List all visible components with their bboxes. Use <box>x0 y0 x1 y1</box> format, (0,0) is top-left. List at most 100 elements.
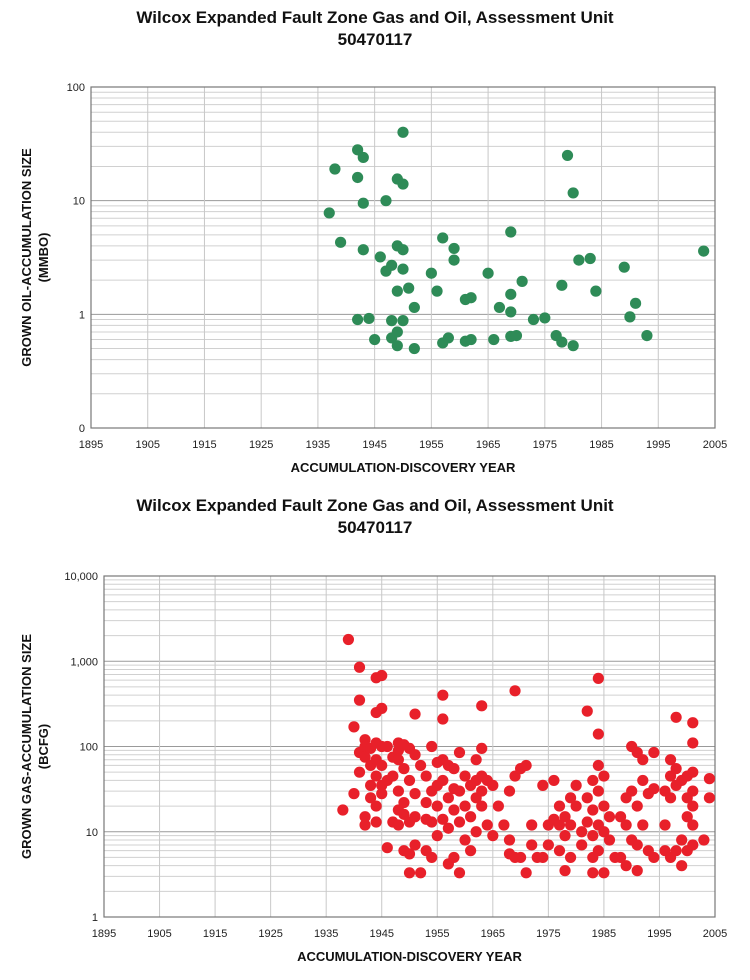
data-point <box>398 763 410 775</box>
data-point <box>603 811 616 823</box>
data-point <box>603 834 616 846</box>
data-point <box>698 834 710 846</box>
data-point <box>353 766 366 778</box>
data-point <box>459 800 471 812</box>
data-point <box>386 259 398 271</box>
data-point <box>342 633 354 646</box>
data-point <box>598 770 610 782</box>
y-tick-label: 100 <box>80 742 98 754</box>
data-point <box>648 746 660 759</box>
data-point <box>380 195 392 207</box>
data-point <box>637 754 649 766</box>
data-point <box>637 774 649 787</box>
data-point <box>659 819 671 831</box>
y-tick-label: 1,000 <box>70 656 98 668</box>
data-point <box>370 800 382 812</box>
data-point <box>514 851 527 864</box>
data-point <box>614 851 627 864</box>
data-point <box>618 261 630 273</box>
data-point <box>703 773 716 785</box>
data-point <box>369 333 381 346</box>
data-point <box>570 779 582 791</box>
data-point <box>448 763 460 775</box>
data-point <box>420 770 432 782</box>
data-point <box>527 313 540 326</box>
data-points <box>323 126 710 355</box>
data-point <box>556 279 568 291</box>
plot-area <box>90 86 716 429</box>
data-point <box>398 796 410 809</box>
data-point <box>391 340 403 352</box>
data-point <box>359 811 371 823</box>
data-point <box>337 804 349 816</box>
x-tick-label: 1945 <box>362 439 386 451</box>
data-point <box>352 171 364 184</box>
data-point <box>487 830 499 842</box>
data-point <box>488 333 500 346</box>
data-point <box>453 867 466 879</box>
data-point <box>537 779 549 791</box>
data-point <box>453 816 466 828</box>
data-point <box>426 740 438 753</box>
x-tick-label: 1895 <box>92 928 116 940</box>
y-axis-label-line2: (BCFG) <box>36 724 51 770</box>
x-tick-label: 1925 <box>249 439 273 451</box>
data-point <box>353 694 366 706</box>
chart1-title-line2: 50470117 <box>337 30 413 49</box>
data-point <box>567 187 579 199</box>
x-tick-label: 1955 <box>425 928 449 940</box>
data-point <box>397 178 409 190</box>
data-point <box>561 149 574 162</box>
data-point <box>505 306 517 318</box>
x-tick-label: 2005 <box>703 928 727 940</box>
data-point <box>376 759 388 772</box>
data-point <box>553 819 566 831</box>
y-tick-label: 100 <box>67 82 85 94</box>
x-tick-label: 1895 <box>79 439 103 451</box>
data-point <box>509 685 521 697</box>
data-point <box>676 860 688 872</box>
data-point <box>409 788 421 800</box>
data-point <box>564 851 577 864</box>
data-point <box>598 826 610 838</box>
data-point <box>626 785 638 797</box>
data-point <box>465 333 477 346</box>
data-point <box>537 851 549 864</box>
data-point <box>365 779 377 791</box>
data-point <box>465 811 477 823</box>
x-tick-label: 1995 <box>647 928 671 940</box>
data-point <box>581 792 593 804</box>
data-point <box>664 792 677 804</box>
data-point <box>370 816 382 828</box>
x-tick-label: 1915 <box>192 439 216 451</box>
x-tick-label: 1975 <box>533 439 557 451</box>
data-point <box>391 326 403 338</box>
data-point <box>370 770 382 782</box>
y-axis-label-line2: (MMBO) <box>36 233 51 283</box>
data-point <box>481 819 493 831</box>
data-point <box>357 151 369 164</box>
data-point <box>587 804 599 816</box>
data-point <box>376 669 388 682</box>
x-tick-label: 1975 <box>536 928 560 940</box>
y-tick-label: 10 <box>86 827 98 839</box>
data-point <box>681 811 693 823</box>
data-point <box>539 312 551 324</box>
data-point <box>592 785 604 797</box>
chart1-title-line1: Wilcox Expanded Fault Zone Gas and Oil, … <box>136 8 614 27</box>
data-point <box>465 845 477 857</box>
plot-frame <box>90 86 716 429</box>
data-point <box>567 340 579 352</box>
data-point <box>408 342 420 355</box>
data-point <box>637 819 649 831</box>
data-point <box>482 267 494 279</box>
data-point <box>359 751 371 763</box>
x-tick-label: 1995 <box>646 439 670 451</box>
y-axis-label-line1: GROWN GAS-ACCUMULATION SIZE <box>19 634 34 859</box>
x-axis-label: ACCUMULATION-DISCOVERY YEAR <box>297 949 522 964</box>
data-point <box>581 816 593 828</box>
data-point <box>590 285 602 297</box>
data-point <box>386 315 398 327</box>
data-point <box>420 796 432 809</box>
data-point <box>620 819 632 831</box>
